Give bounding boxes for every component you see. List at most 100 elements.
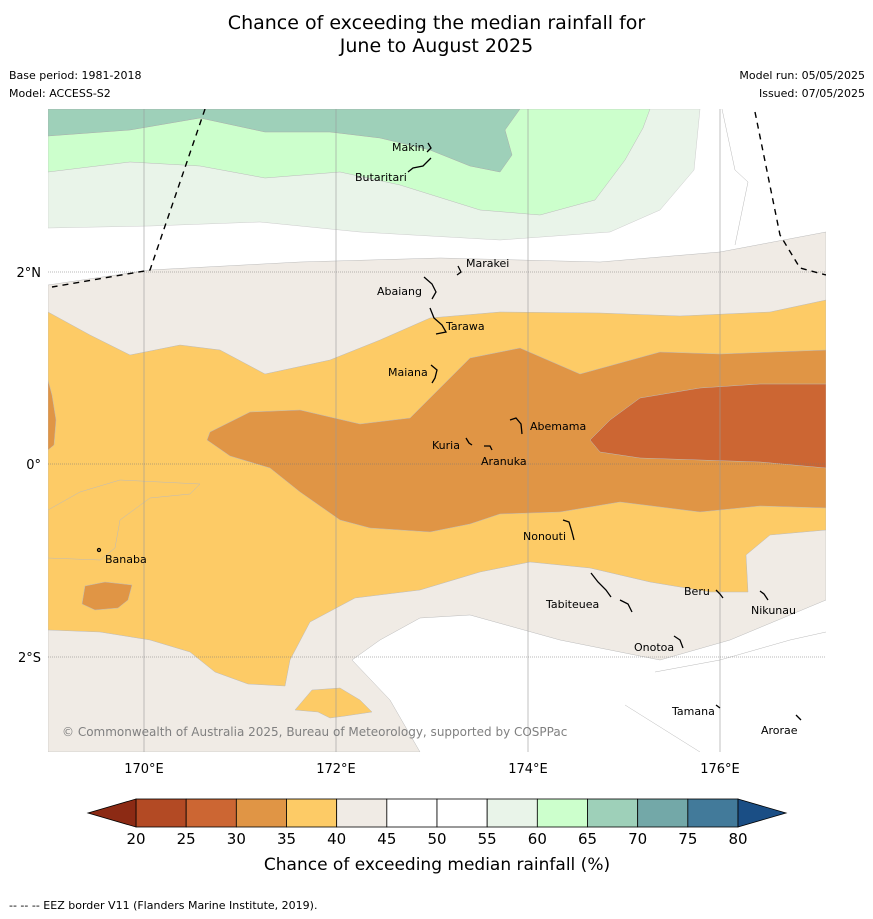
colorbar-tick-75: 75 bbox=[678, 830, 697, 848]
coast-tabiteuea-south bbox=[619, 599, 633, 613]
coastlines bbox=[96, 142, 802, 721]
colorbar-under-arrow bbox=[86, 798, 137, 828]
colorbar-tick-25: 25 bbox=[177, 830, 196, 848]
colorbar-tick-70: 70 bbox=[628, 830, 647, 848]
label-abaiang: Abaiang bbox=[377, 285, 422, 298]
colorbar-box-7 bbox=[486, 798, 538, 828]
parallels bbox=[48, 271, 826, 658]
colorbar-title: Chance of exceeding median rainfall (%) bbox=[264, 855, 610, 875]
meridians bbox=[143, 109, 721, 752]
label-banaba: Banaba bbox=[105, 553, 147, 566]
colorbar-box-6 bbox=[436, 798, 488, 828]
coast-marakei bbox=[456, 265, 462, 276]
coast-abemama bbox=[509, 417, 523, 435]
colorbar-tick-60: 60 bbox=[528, 830, 547, 848]
y-tick-0: 0° bbox=[26, 458, 41, 473]
eez-border bbox=[51, 109, 826, 288]
label-aranuka: Aranuka bbox=[481, 455, 527, 468]
coast-kuria bbox=[465, 437, 473, 446]
label-tarawa: Tarawa bbox=[445, 320, 485, 333]
contour-line-northeast bbox=[721, 109, 749, 246]
colorbar-box-11 bbox=[687, 798, 739, 828]
coast-nonouti bbox=[562, 519, 575, 541]
label-tamana: Tamana bbox=[671, 705, 715, 718]
x-tick-176e: 176°E bbox=[700, 762, 740, 777]
coast-nikunau bbox=[759, 590, 769, 601]
model-run: Model run: 05/05/2025 bbox=[739, 69, 865, 82]
colorbar-tick-65: 65 bbox=[578, 830, 597, 848]
colorbar-tick-50: 50 bbox=[427, 830, 446, 848]
meta-left: Base period: 1981-2018 Model: ACCESS-S2 bbox=[9, 67, 141, 103]
colorbar-box-2 bbox=[235, 798, 287, 828]
colorbar-boxes bbox=[135, 798, 739, 828]
colorbar-ticks: 20 25 30 35 40 45 50 55 60 65 70 75 80 bbox=[126, 830, 747, 848]
colorbar-box-8 bbox=[536, 798, 588, 828]
label-marakei: Marakei bbox=[466, 257, 509, 270]
label-butaritari: Butaritari bbox=[355, 171, 407, 184]
title-line-2: June to August 2025 bbox=[339, 35, 534, 57]
footer-note: -- -- -- EEZ border V11 (Flanders Marine… bbox=[9, 899, 318, 912]
x-tick-172e: 172°E bbox=[316, 762, 356, 777]
colorbar-tick-35: 35 bbox=[277, 830, 296, 848]
axis-labels: 170°E 172°E 174°E 176°E 2°N 0° 2°S bbox=[17, 266, 740, 777]
place-labels: Makin Butaritari Marakei Abaiang Tarawa … bbox=[105, 141, 798, 737]
colorbar-box-10 bbox=[637, 798, 689, 828]
colorbar-tick-45: 45 bbox=[377, 830, 396, 848]
colorbar-tick-40: 40 bbox=[327, 830, 346, 848]
colorbar-over-arrow bbox=[737, 798, 788, 828]
coast-tarawa bbox=[429, 307, 448, 335]
label-nonouti: Nonouti bbox=[523, 530, 566, 543]
y-tick-2n: 2°N bbox=[17, 266, 42, 281]
coast-beru bbox=[715, 589, 724, 599]
base-period: Base period: 1981-2018 bbox=[9, 69, 142, 82]
eez-border-east bbox=[754, 111, 826, 276]
colorbar-box-4 bbox=[336, 798, 388, 828]
colorbar-tick-30: 30 bbox=[227, 830, 246, 848]
label-onotoa: Onotoa bbox=[634, 641, 674, 654]
label-beru: Beru bbox=[684, 585, 710, 598]
label-abemama: Abemama bbox=[530, 420, 586, 433]
label-maiana: Maiana bbox=[388, 366, 428, 379]
colorbar-tick-80: 80 bbox=[728, 830, 747, 848]
colorbar-tick-55: 55 bbox=[478, 830, 497, 848]
coast-maiana bbox=[430, 364, 438, 384]
contour-30-35-west-edge bbox=[48, 379, 57, 451]
contour-line-south-2 bbox=[654, 631, 826, 673]
coast-arorae bbox=[795, 714, 802, 721]
coast-aranuka bbox=[484, 445, 493, 451]
map-area: Makin Butaritari Marakei Abaiang Tarawa … bbox=[48, 109, 826, 752]
coast-abaiang bbox=[423, 276, 437, 300]
x-tick-170e: 170°E bbox=[124, 762, 164, 777]
colorbar: 20 25 30 35 40 45 50 55 60 65 70 75 80 Chance of exc… bbox=[86, 798, 788, 875]
colorbar-box-9 bbox=[587, 798, 639, 828]
colorbar-box-3 bbox=[286, 798, 338, 828]
contour-35-40-south-patch bbox=[294, 687, 373, 719]
coast-onotoa bbox=[673, 635, 684, 649]
colorbar-box-1 bbox=[185, 798, 237, 828]
coast-tamana bbox=[715, 704, 721, 709]
label-nikunau: Nikunau bbox=[751, 604, 796, 617]
title-line-1: Chance of exceeding the median rainfall … bbox=[227, 12, 646, 34]
label-arorae: Arorae bbox=[761, 724, 798, 737]
contour-30-35-banaba-patch bbox=[81, 581, 133, 611]
contour-line-south bbox=[624, 704, 701, 752]
y-tick-2s: 2°S bbox=[18, 651, 41, 666]
colorbar-box-0 bbox=[135, 798, 187, 828]
meta-right: Model run: 05/05/2025 Issued: 07/05/2025 bbox=[739, 67, 865, 103]
colorbar-tick-20: 20 bbox=[126, 830, 145, 848]
coast-makin bbox=[426, 142, 432, 153]
coast-butaritari bbox=[407, 157, 432, 173]
eez-border-west bbox=[51, 109, 206, 288]
x-tick-174e: 174°E bbox=[508, 762, 548, 777]
contour-65-70-north bbox=[48, 109, 521, 173]
copyright-notice: © Commonwealth of Australia 2025, Bureau… bbox=[62, 725, 567, 739]
chart-title: Chance of exceeding the median rainfall … bbox=[0, 12, 873, 58]
contour-25-30 bbox=[589, 383, 826, 469]
colorbar-box-5 bbox=[386, 798, 438, 828]
label-kuria: Kuria bbox=[432, 439, 460, 452]
coast-banaba bbox=[96, 547, 102, 553]
label-tabiteuea: Tabiteuea bbox=[545, 598, 599, 611]
issued-date: Issued: 07/05/2025 bbox=[758, 87, 865, 100]
coast-tabiteuea-north bbox=[590, 572, 612, 598]
